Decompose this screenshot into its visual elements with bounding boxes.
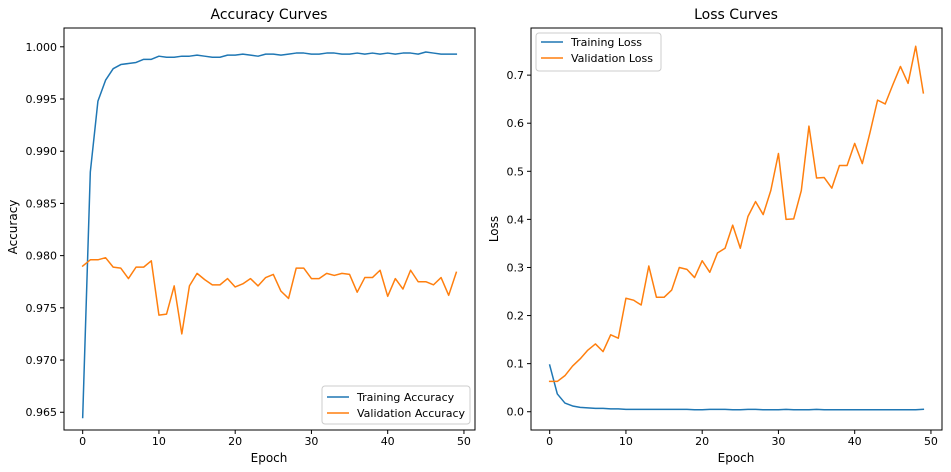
y-tick-label: 0.0	[507, 406, 525, 419]
legend: Training Accuracy Validation Accuracy	[321, 385, 471, 425]
x-tick-label: 10	[619, 435, 633, 448]
y-tick-label: 0.3	[507, 261, 525, 274]
plot-frame	[63, 27, 476, 431]
x-tick-label: 20	[228, 435, 242, 448]
training-accuracy-line	[81, 51, 458, 419]
y-tick-label: 0.980	[26, 250, 58, 263]
x-tick-label: 50	[924, 435, 938, 448]
validation-accuracy-line	[81, 256, 458, 335]
x-tick-label: 40	[848, 435, 862, 448]
x-tick-label: 0	[79, 435, 86, 448]
plot-frame	[530, 27, 943, 431]
x-tick-label: 40	[381, 435, 395, 448]
legend-box	[321, 385, 471, 425]
legend-label-validation-loss: Validation Loss	[571, 52, 653, 65]
x-axis-label: Epoch	[718, 451, 755, 465]
x-tick-label: 50	[457, 435, 471, 448]
accuracy-chart: Accuracy Curves Epoch Accuracy 0 10 20 30 40…	[6, 7, 476, 465]
training-loss-line	[548, 364, 925, 411]
y-axis-label: Loss	[487, 216, 501, 242]
legend: Training Loss Validation Loss	[535, 32, 662, 72]
y-tick-label: 0.990	[26, 145, 58, 158]
y-tick-label: 0.985	[26, 197, 58, 210]
y-tick-label: 1.000	[26, 41, 58, 54]
legend-box	[535, 32, 662, 72]
y-tick-label: 0.6	[507, 117, 525, 130]
axis-ticks: 0 10 20 30 40 50 0.0 0.1 0.2 0.3 0.4 0.5 0.6 0.7	[507, 69, 938, 448]
legend-label-training-accuracy: Training Accuracy	[356, 391, 455, 404]
y-tick-label: 0.970	[26, 354, 58, 367]
validation-loss-line	[548, 45, 925, 383]
y-tick-label: 0.2	[507, 310, 525, 323]
x-tick-label: 20	[695, 435, 709, 448]
chart-title: Loss Curves	[694, 7, 778, 23]
x-tick-label: 0	[546, 435, 553, 448]
plot-lines	[548, 45, 925, 411]
y-tick-label: 0.5	[507, 165, 525, 178]
y-tick-label: 0.995	[26, 93, 58, 106]
x-tick-label: 30	[771, 435, 785, 448]
x-axis-label: Epoch	[251, 451, 288, 465]
y-tick-label: 0.4	[507, 213, 525, 226]
loss-chart: Loss Curves Epoch Loss 0 10 20 30 40 50 0.0 0.1…	[487, 7, 943, 465]
y-tick-label: 0.975	[26, 302, 58, 315]
x-tick-label: 30	[304, 435, 318, 448]
y-tick-label: 0.965	[26, 406, 58, 419]
y-axis-label: Accuracy	[6, 200, 20, 255]
plot-lines	[81, 51, 458, 419]
y-tick-label: 0.7	[507, 69, 525, 82]
axis-ticks: 0 10 20 30 40 50 0.965 0.970 0.975 0.980 0.985 0.99…	[26, 41, 471, 448]
x-tick-label: 10	[152, 435, 166, 448]
legend-label-validation-accuracy: Validation Accuracy	[357, 407, 466, 420]
y-tick-label: 0.1	[507, 358, 525, 371]
chart-title: Accuracy Curves	[211, 7, 328, 23]
legend-label-training-loss: Training Loss	[570, 36, 642, 49]
